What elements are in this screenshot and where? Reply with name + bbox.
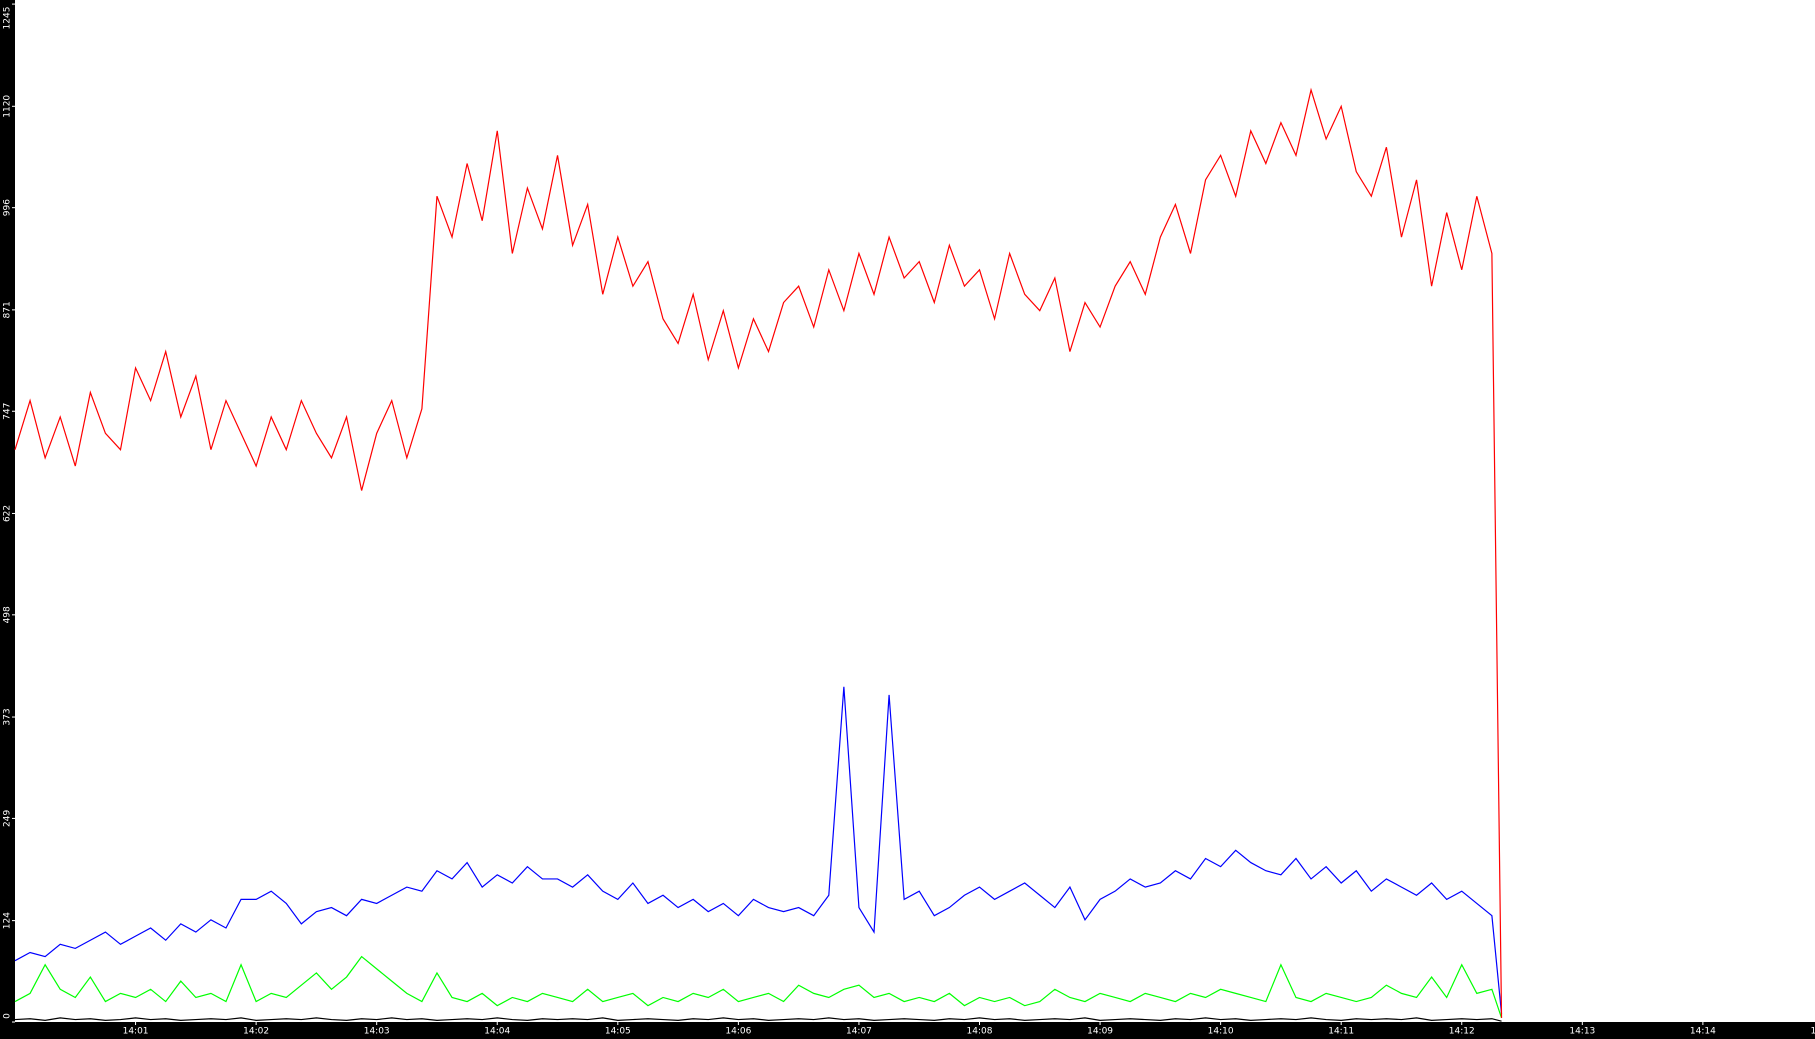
y-tick-label: 622 [3, 505, 13, 522]
y-tick-label: 747 [3, 403, 13, 420]
x-tick-label: 14:08 [967, 1027, 993, 1037]
x-tick-label: 14:01 [123, 1027, 149, 1037]
series-line [14, 955, 1503, 1019]
x-tick-label: 14:09 [1087, 1027, 1113, 1037]
y-tick-label: 1245 [3, 7, 13, 30]
y-tick-label: 996 [3, 199, 13, 216]
x-tick-label: 14:02 [243, 1027, 269, 1037]
y-tick-label: 871 [3, 301, 13, 318]
x-tick-label: 14:04 [484, 1027, 510, 1037]
series-line [14, 1017, 1502, 1022]
series-line [14, 686, 1503, 1014]
x-tick-label: 14:13 [1569, 1027, 1595, 1037]
x-tick-label: 14:03 [364, 1027, 390, 1037]
series-line [14, 87, 1503, 1018]
y-tick-label: 498 [3, 606, 13, 623]
y-tick-label: 0 [3, 1013, 13, 1019]
x-tick-label: 14:11 [1328, 1027, 1354, 1037]
y-tick-label: 373 [3, 708, 13, 725]
y-axis-strip [0, 0, 15, 1039]
x-tick-label: 14:10 [1208, 1027, 1234, 1037]
x-axis-strip [0, 1022, 1815, 1039]
y-tick-label: 249 [3, 810, 13, 827]
x-tick-label: 14:05 [605, 1027, 631, 1037]
x-tick-label: 14:07 [846, 1027, 872, 1037]
y-tick-label: 124 [3, 912, 13, 929]
y-tick-label: 1120 [3, 95, 13, 118]
x-tick-label: 14:06 [725, 1027, 751, 1037]
x-tick-label: 14:15 [1810, 1027, 1815, 1037]
x-tick-label: 14:14 [1690, 1027, 1716, 1037]
x-tick-label: 14:12 [1449, 1027, 1475, 1037]
